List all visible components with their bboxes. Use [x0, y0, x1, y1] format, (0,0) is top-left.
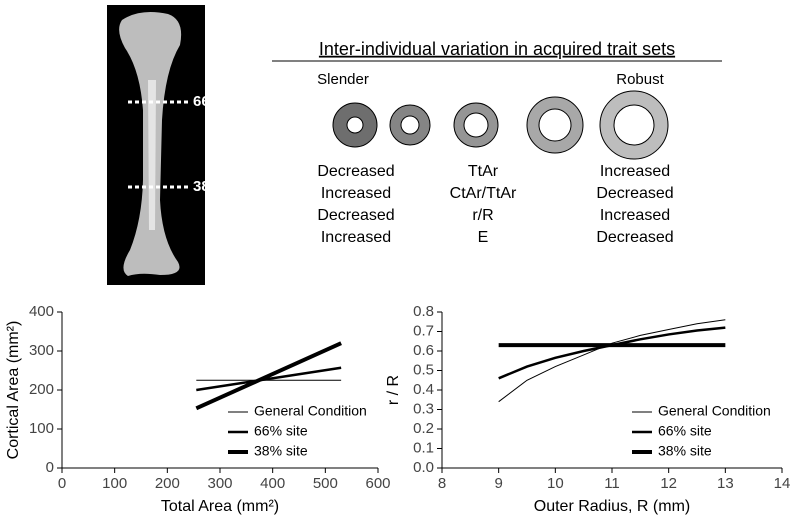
x-tick-label: 0 — [58, 475, 66, 492]
x-axis-label: Total Area (mm²) — [161, 498, 279, 515]
x-tick-label: 12 — [660, 475, 677, 492]
y-axis-label: r / R — [385, 375, 402, 405]
x-tick-label: 10 — [547, 475, 564, 492]
x-tick-label: 9 — [494, 475, 502, 492]
x-tick-label: 200 — [155, 475, 180, 492]
legend-label: 66% site — [658, 423, 712, 439]
end-label: Robust — [616, 71, 664, 88]
y-tick-label: 200 — [29, 381, 54, 398]
y-tick-label: 0.6 — [413, 342, 434, 359]
x-tick-label: 400 — [260, 475, 285, 492]
series-line — [196, 366, 342, 392]
x-tick-label: 8 — [438, 475, 446, 492]
legend-label: General Condition — [658, 403, 771, 419]
trait-text: Increased — [321, 229, 391, 246]
y-tick-label: 0 — [46, 459, 54, 476]
trait-text: Increased — [600, 207, 670, 224]
legend-label: 38% site — [658, 443, 712, 459]
trait-text: Decreased — [596, 185, 673, 202]
xray-image — [107, 5, 205, 285]
y-axis-label: Cortical Area (mm²) — [5, 321, 22, 460]
x-tick-label: 13 — [717, 475, 734, 492]
trait-text: TtAr — [468, 163, 499, 180]
trait-text: Increased — [600, 163, 670, 180]
trait-text: Decreased — [317, 207, 394, 224]
y-tick-label: 0.8 — [413, 303, 434, 320]
legend-label: 66% site — [254, 423, 308, 439]
x-tick-label: 300 — [207, 475, 232, 492]
legend-label: General Condition — [254, 403, 367, 419]
trait-text: Increased — [321, 185, 391, 202]
y-tick-label: 0.5 — [413, 361, 434, 378]
site-label: 66% — [193, 93, 223, 110]
y-tick-label: 0.4 — [413, 381, 434, 398]
trait-text: CtAr/TtAr — [450, 185, 517, 202]
cross-sections — [332, 90, 669, 160]
x-tick-label: 11 — [604, 475, 620, 492]
y-tick-label: 0.0 — [413, 459, 434, 476]
end-label: Slender — [317, 71, 369, 88]
panel-title: Inter-individual variation in acquired t… — [319, 39, 675, 59]
trait-text: Decreased — [317, 163, 394, 180]
trait-text: Decreased — [596, 229, 673, 246]
legend-label: 38% site — [254, 443, 308, 459]
series-line — [498, 326, 726, 380]
x-tick-label: 500 — [313, 475, 338, 492]
series-line — [195, 341, 342, 411]
trait-text: r/R — [472, 207, 493, 224]
y-tick-label: 0.1 — [413, 439, 434, 456]
x-tick-label: 600 — [365, 475, 390, 492]
x-tick-label: 100 — [102, 475, 127, 492]
y-tick-label: 400 — [29, 303, 54, 320]
x-tick-label: 14 — [774, 475, 791, 492]
y-tick-label: 300 — [29, 342, 54, 359]
x-axis-label: Outer Radius, R (mm) — [534, 498, 690, 515]
trait-text: E — [478, 229, 489, 246]
y-tick-label: 0.3 — [413, 400, 434, 417]
y-tick-label: 0.7 — [413, 322, 434, 339]
site-label: 38% — [193, 178, 223, 195]
y-tick-label: 100 — [29, 420, 54, 437]
y-tick-label: 0.2 — [413, 420, 434, 437]
